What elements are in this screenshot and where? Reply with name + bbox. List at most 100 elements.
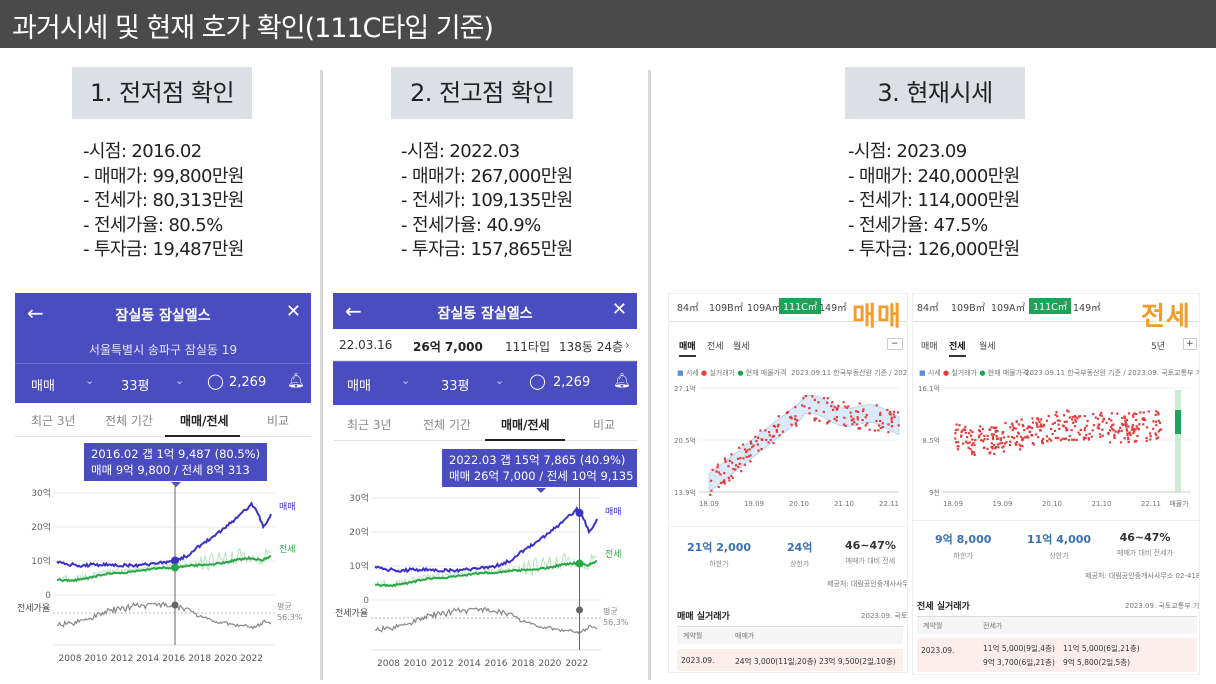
area-tab[interactable]: 109A㎡ — [991, 303, 1026, 314]
trade-point — [960, 430, 963, 434]
trade-point — [743, 463, 746, 466]
area-tab[interactable]: 84㎡ — [677, 303, 699, 314]
trade-point — [1091, 429, 1094, 432]
info-line: - 전세가율: 80.5% — [83, 214, 223, 236]
bell-icon[interactable]: 🔔︎ — [287, 373, 305, 389]
sub-tab-jeonse[interactable]: 전세 — [949, 339, 966, 357]
tooltip-line: 매매 26억 7,000 / 전세 10억 9,135 — [449, 469, 634, 483]
close-icon[interactable]: ✕ — [611, 299, 627, 320]
area-tab[interactable]: 109B㎡ — [951, 303, 986, 314]
trade-point — [1105, 421, 1108, 424]
trade-point — [1127, 425, 1130, 428]
trade-point — [866, 422, 869, 425]
section-heading-1: 1. 전저점 확인 — [72, 67, 252, 119]
x-tick-label: 매물가 — [1169, 499, 1189, 508]
trade-point — [1040, 418, 1043, 421]
close-icon[interactable]: ✕ — [285, 301, 301, 322]
tab-compare[interactable]: 비교 — [593, 418, 616, 432]
trade-point — [1071, 418, 1074, 421]
trade-point — [1016, 435, 1019, 438]
size-select[interactable]: 33평 — [121, 379, 150, 394]
trade-point — [826, 422, 829, 425]
legend-listing: 현재 매물가격 — [987, 369, 1029, 377]
sub-tab-monthly[interactable]: 월세 — [979, 342, 996, 352]
area-tab-selected[interactable]: 111C㎡ — [1029, 298, 1072, 314]
trade-point — [1032, 443, 1035, 446]
trade-point — [1142, 411, 1145, 414]
trade-point — [1057, 436, 1060, 440]
area-tab[interactable]: 149㎡ — [1073, 303, 1101, 314]
stat-label: 상한가 — [1049, 552, 1069, 560]
trade-point — [1018, 448, 1022, 451]
zoom-out-button[interactable]: − — [887, 338, 903, 350]
tab-recent-3y[interactable]: 최근 3년 — [31, 414, 76, 428]
area-tab-selected[interactable]: 111C㎡ — [779, 298, 822, 314]
trade-point — [1007, 435, 1010, 438]
size-select[interactable]: 33평 — [441, 379, 470, 394]
trade-point — [715, 470, 718, 473]
back-arrow-icon[interactable]: ← — [345, 299, 362, 323]
trade-point — [1028, 430, 1031, 433]
y-tick-label: 13.9억 — [674, 489, 696, 497]
trade-point — [767, 431, 771, 434]
trade-point — [1079, 428, 1082, 432]
comment-count[interactable]: 2,269 — [553, 375, 591, 390]
tab-compare[interactable]: 비교 — [267, 414, 290, 428]
trade-point — [1082, 438, 1086, 441]
bell-icon[interactable]: 🔔︎ — [613, 373, 631, 389]
tab-all-period[interactable]: 전체 기간 — [423, 418, 471, 432]
trade-point — [1083, 415, 1086, 418]
trade-point — [969, 429, 972, 432]
comment-count[interactable]: 2,269 — [229, 375, 267, 390]
zoom-in-button[interactable]: + — [1183, 338, 1197, 350]
trade-point — [888, 412, 891, 415]
trade-point — [790, 423, 793, 426]
area-tab[interactable]: 149㎡ — [819, 303, 847, 314]
trade-point — [1042, 425, 1045, 428]
trade-point — [1133, 430, 1136, 433]
trade-point — [775, 428, 778, 432]
info-line: - 투자금: 19,487만원 — [83, 239, 244, 260]
trade-point — [982, 439, 985, 442]
trade-point — [728, 459, 731, 463]
x-tick-label: 2020 — [214, 654, 237, 663]
trade-point — [1070, 429, 1073, 432]
sub-tab-sale[interactable]: 매매 — [921, 342, 938, 352]
back-arrow-icon[interactable]: ← — [27, 301, 44, 325]
trade-point — [802, 397, 805, 400]
trade-table-header: 계약월 매매가 — [677, 626, 903, 644]
deal-type-select[interactable]: 매매 — [31, 379, 55, 394]
trade-point — [966, 442, 969, 445]
area-tab[interactable]: 109B㎡ — [709, 303, 744, 314]
trade-point — [992, 426, 996, 429]
trade-point — [1009, 426, 1012, 429]
trade-point — [790, 417, 793, 420]
period-select[interactable]: 5년 — [1151, 342, 1166, 352]
trade-point — [1132, 432, 1135, 435]
trade-point — [861, 419, 864, 422]
stat-label: 상한가 — [790, 560, 810, 568]
sub-tab-monthly[interactable]: 월세 — [733, 342, 750, 352]
trade-point — [1111, 427, 1114, 431]
trade-point — [759, 429, 762, 432]
deal-type-select[interactable]: 매매 — [347, 379, 371, 394]
sub-tab-jeonse[interactable]: 전세 — [707, 342, 724, 352]
comment-icon: ◯ — [529, 372, 546, 390]
tab-sale-jeonse[interactable]: 매매/전세 — [501, 418, 550, 432]
x-tick-label: 19.09 — [744, 500, 764, 508]
tooltip-line: 2016.02 갭 1억 9,487 (80.5%) — [91, 447, 261, 461]
trade-title: 매매 실거래가 — [677, 612, 730, 622]
sub-tab-sale[interactable]: 매매 — [679, 339, 696, 357]
area-tab[interactable]: 109A㎡ — [747, 303, 782, 314]
trade-point — [710, 489, 713, 492]
trade-point — [847, 405, 850, 408]
tab-recent-3y[interactable]: 최근 3년 — [347, 418, 392, 432]
trade-point — [986, 447, 989, 451]
area-tab[interactable]: 84㎡ — [917, 303, 939, 314]
trade-point — [843, 416, 846, 419]
tab-sale-jeonse[interactable]: 매매/전세 — [180, 414, 229, 428]
tab-all-period[interactable]: 전체 기간 — [105, 414, 153, 428]
chevron-right-icon[interactable]: › — [625, 338, 630, 352]
trade-point — [1097, 424, 1100, 427]
trade-point — [754, 435, 757, 438]
